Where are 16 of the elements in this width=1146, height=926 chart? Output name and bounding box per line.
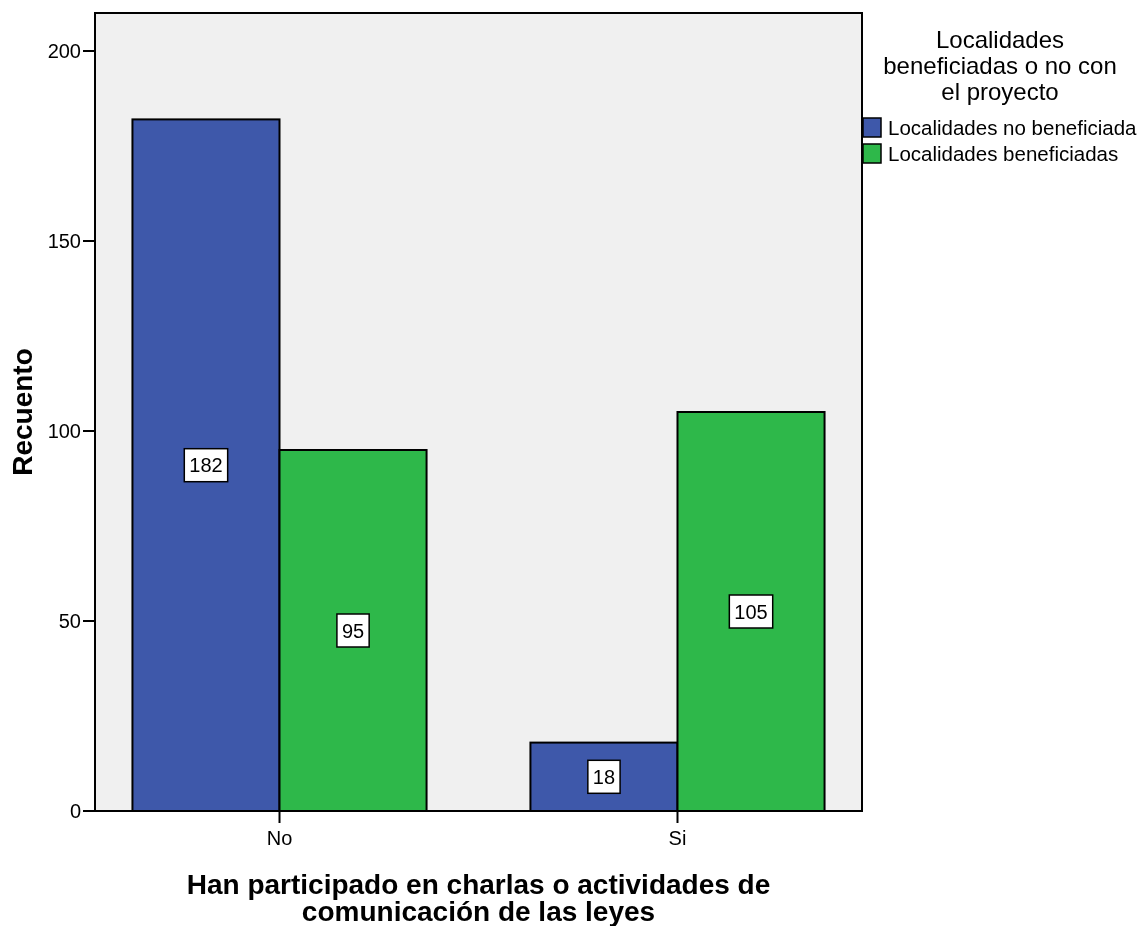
- y-axis-title: Recuento: [7, 348, 38, 476]
- y-tick-label: 200: [47, 40, 81, 62]
- y-tick-label: 150: [47, 230, 81, 252]
- x-tick-label: Si: [668, 827, 687, 849]
- data-label: 95: [341, 619, 365, 642]
- x-axis-title: Han participado en charlas o actividades de comunicación de las leyes: [186, 868, 771, 926]
- data-label: 18: [592, 765, 616, 788]
- legend-label: Localidades beneficiadas: [888, 141, 1119, 165]
- y-tick-label: 100: [47, 420, 81, 442]
- y-tick-label: 0: [69, 800, 81, 822]
- legend-label: Localidades no beneficiada: [888, 115, 1138, 139]
- data-label: 105: [734, 600, 768, 623]
- data-label: 182: [189, 454, 223, 477]
- legend-title: Localidades beneficiadas o no con el proyecto: [883, 26, 1117, 106]
- x-tick-label: No: [266, 827, 293, 849]
- y-tick-label: 50: [58, 610, 81, 632]
